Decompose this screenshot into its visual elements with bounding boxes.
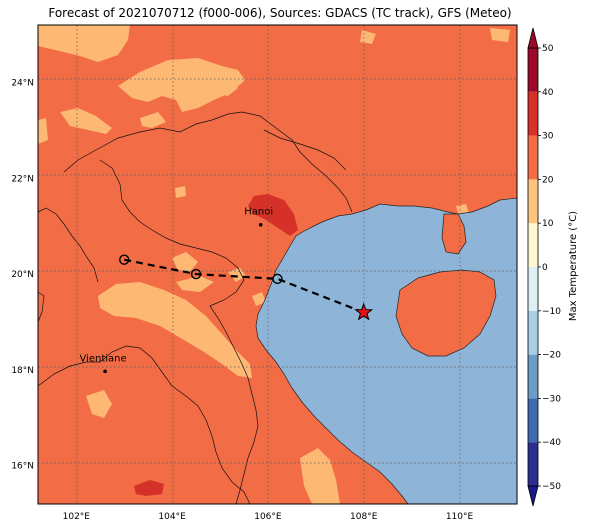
cool-region-north-9 bbox=[490, 28, 510, 42]
colorbar: −50 −40 −30 −20 −10 0 10 20 30 40 50 Max Temperatur… bbox=[527, 27, 579, 507]
colorbar-segment bbox=[528, 179, 538, 224]
colorbar-segment bbox=[528, 398, 538, 443]
cool-region-north-3 bbox=[118, 58, 245, 112]
lat-tick-label: 22°N bbox=[11, 174, 34, 184]
colorbar-segment bbox=[528, 223, 538, 267]
lat-tick-label: 24°N bbox=[11, 78, 34, 88]
cool-region-north-1 bbox=[38, 25, 130, 62]
border-laos-vietnam bbox=[209, 305, 259, 504]
city-label: Vientiane bbox=[79, 353, 126, 364]
cool-region-laos-2 bbox=[172, 252, 198, 272]
lat-tick-label: 18°N bbox=[11, 366, 34, 376]
colorbar-tick-label: 50 bbox=[542, 44, 554, 54]
temperature-field bbox=[38, 25, 517, 504]
colorbar-tick-label: 30 bbox=[542, 132, 554, 142]
storm-track bbox=[119, 254, 374, 321]
track-line bbox=[124, 258, 365, 314]
colorbar-segment bbox=[528, 267, 538, 311]
track-point-marker bbox=[119, 254, 130, 265]
cool-region-north-2 bbox=[66, 30, 76, 41]
lon-tick-label: 104°E bbox=[158, 512, 186, 522]
hot-region-hanoi bbox=[248, 194, 298, 236]
colorbar-extend-min bbox=[527, 485, 539, 507]
colorbar-tick-label: −20 bbox=[542, 351, 561, 361]
hot-region-south bbox=[134, 480, 164, 496]
cool-region-north-10 bbox=[175, 186, 186, 198]
cool-region-south-2 bbox=[300, 448, 340, 504]
colorbar-segment bbox=[528, 48, 538, 92]
lon-tick-label: 106°E bbox=[254, 512, 282, 522]
colorbar-tick-label: −40 bbox=[542, 438, 561, 448]
colorbar-segment bbox=[528, 135, 538, 180]
lat-tick-label: 16°N bbox=[11, 462, 34, 472]
map-frame bbox=[37, 24, 518, 505]
colorbar-segment bbox=[528, 310, 538, 355]
cool-region-north-6 bbox=[60, 108, 112, 134]
border-china-inner bbox=[263, 129, 347, 171]
lon-tick-label: 102°E bbox=[63, 512, 91, 522]
lat-tick-label: 20°N bbox=[11, 270, 34, 280]
colorbar-tick-label: 20 bbox=[542, 175, 554, 185]
colorbar-segment bbox=[528, 354, 538, 399]
cool-region-north-4 bbox=[216, 78, 238, 96]
border-laos-north bbox=[99, 159, 245, 307]
city-dot bbox=[103, 369, 107, 374]
city-label: Hanoi bbox=[244, 207, 273, 218]
current-position-star-icon bbox=[354, 302, 374, 321]
cool-region-laos-4 bbox=[228, 268, 246, 282]
cool-region-south-1 bbox=[86, 390, 112, 418]
cool-region-laos-3 bbox=[176, 276, 214, 292]
lon-tick-labels: 102°E 104°E 106°E 108°E 110°E bbox=[63, 512, 474, 522]
lat-tick-labels: 16°N 18°N 20°N 22°N 24°N bbox=[11, 78, 34, 471]
colorbar-segment bbox=[528, 442, 538, 486]
track-point-marker bbox=[190, 268, 202, 280]
colorbar-tick-label: 10 bbox=[542, 219, 554, 229]
border-laos-thailand bbox=[38, 345, 251, 504]
cool-region-laos-1 bbox=[98, 282, 252, 378]
colorbar-tick-label: 40 bbox=[542, 88, 554, 98]
colorbar-segment bbox=[528, 91, 538, 136]
cool-region-north-7 bbox=[38, 118, 48, 144]
cool-region-north-5 bbox=[140, 112, 166, 128]
border-west bbox=[38, 207, 99, 283]
border-china-vietnam bbox=[63, 111, 353, 213]
city-dot bbox=[258, 222, 263, 227]
colorbar-tick-label: 0 bbox=[542, 263, 548, 273]
colorbar-title: Max Temperature (°C) bbox=[568, 211, 579, 321]
cool-region-laos-5 bbox=[252, 292, 266, 306]
lon-tick-label: 108°E bbox=[350, 512, 378, 522]
lon-tick-label: 110°E bbox=[446, 512, 474, 522]
colorbar-extend-max bbox=[527, 27, 539, 49]
track-point-marker bbox=[272, 273, 283, 285]
border-myanmar bbox=[38, 291, 45, 323]
leizhou-peninsula bbox=[441, 213, 467, 255]
colorbar-tick-label: −50 bbox=[542, 482, 561, 492]
city-markers: Hanoi Vientiane bbox=[79, 207, 273, 374]
figure-title: Forecast of 2021070712 (f000-006), Sourc… bbox=[48, 6, 512, 20]
colorbar-tick-label: −30 bbox=[542, 394, 561, 404]
colorbar-tick-label: −10 bbox=[542, 307, 561, 317]
